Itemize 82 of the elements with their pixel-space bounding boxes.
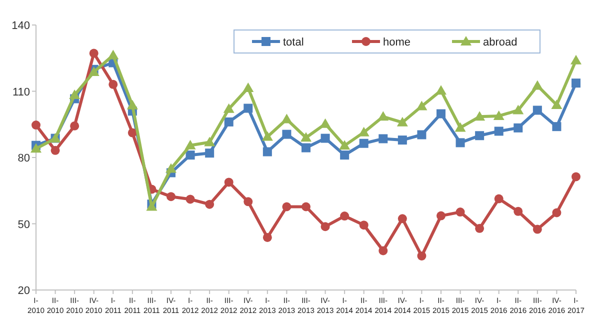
- point: [70, 121, 80, 130]
- point: [340, 212, 350, 221]
- point: [205, 200, 214, 209]
- point: [532, 224, 542, 234]
- point: [224, 178, 234, 187]
- point: [320, 222, 330, 232]
- point: [244, 104, 253, 113]
- point: [436, 85, 446, 95]
- point: [281, 114, 292, 124]
- y-tick-label: 110: [12, 86, 30, 98]
- point: [378, 134, 388, 144]
- legend-label: total: [283, 36, 304, 48]
- point: [572, 78, 580, 88]
- point: [302, 202, 310, 212]
- point: [456, 138, 465, 148]
- point: [186, 194, 195, 204]
- legend-label: home: [383, 36, 411, 48]
- y-tick-label: 140: [12, 20, 30, 32]
- point: [494, 194, 504, 204]
- point: [320, 134, 330, 143]
- point: [126, 100, 138, 110]
- legend-label: abroad: [483, 36, 518, 48]
- point: [398, 214, 407, 224]
- point: [339, 140, 350, 150]
- point: [532, 106, 542, 115]
- point: [89, 48, 98, 58]
- point: [340, 150, 350, 160]
- y-tick-label: 20: [18, 285, 30, 297]
- point: [475, 224, 484, 233]
- point: [184, 140, 196, 150]
- point: [186, 150, 195, 160]
- point: [572, 172, 580, 182]
- point: [166, 163, 176, 173]
- point: [224, 117, 234, 126]
- point: [532, 80, 543, 90]
- point: [50, 146, 60, 155]
- point: [204, 136, 216, 146]
- point: [378, 111, 389, 121]
- point: [300, 132, 312, 142]
- point: [108, 80, 118, 89]
- point: [108, 50, 119, 60]
- point: [570, 54, 582, 64]
- point: [359, 138, 368, 148]
- point: [474, 111, 486, 121]
- point: [475, 131, 484, 140]
- y-tick-label: 50: [18, 218, 30, 231]
- point: [456, 208, 465, 217]
- point: [282, 202, 292, 212]
- point: [32, 120, 40, 130]
- point: [398, 136, 407, 145]
- point: [552, 208, 562, 218]
- point: [454, 122, 466, 132]
- point: [396, 116, 408, 126]
- point: [128, 128, 137, 138]
- point: [30, 143, 42, 153]
- point: [302, 143, 310, 152]
- point: [244, 197, 253, 206]
- point: [359, 220, 368, 230]
- point: [262, 131, 273, 141]
- point: [282, 130, 292, 139]
- point: [223, 103, 234, 113]
- point: [166, 192, 176, 202]
- point: [417, 130, 426, 140]
- point: [262, 147, 272, 156]
- point: [551, 99, 562, 109]
- point: [416, 100, 428, 110]
- point: [436, 211, 446, 220]
- point: [436, 109, 446, 118]
- point: [493, 110, 504, 120]
- point: [417, 251, 426, 260]
- point: [242, 82, 254, 92]
- point: [514, 206, 523, 216]
- point: [514, 123, 523, 132]
- point: [552, 122, 562, 132]
- point: [69, 90, 80, 100]
- point: [512, 104, 524, 114]
- point: [378, 246, 388, 256]
- y-tick-label: 80: [18, 152, 30, 164]
- point: [205, 148, 214, 158]
- point: [88, 66, 100, 76]
- point: [262, 232, 272, 242]
- point: [494, 126, 504, 136]
